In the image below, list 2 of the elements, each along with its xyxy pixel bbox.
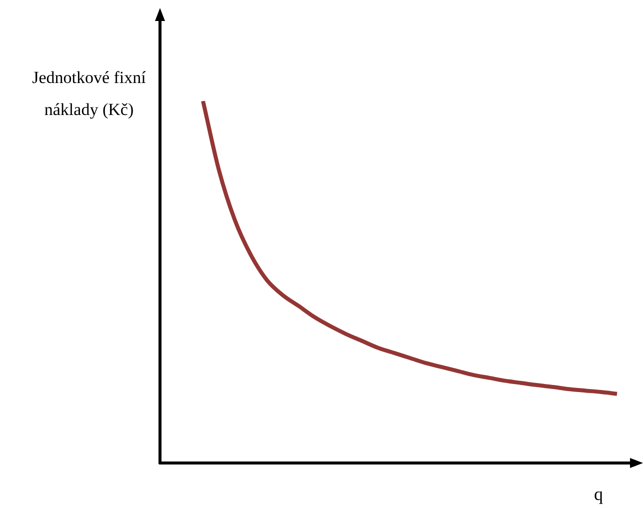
y-axis-title: Jednotkové fixní náklady (Kč)	[31, 67, 147, 121]
x-axis-title: q	[594, 484, 603, 505]
